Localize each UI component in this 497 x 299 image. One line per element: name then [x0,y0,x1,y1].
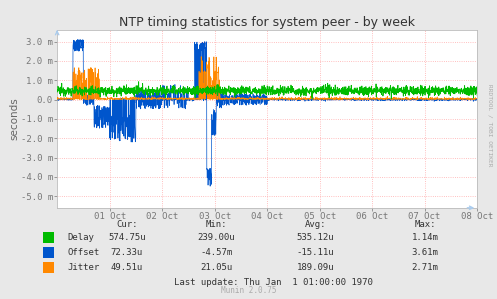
Text: Cur:: Cur: [116,220,138,229]
Title: NTP timing statistics for system peer - by week: NTP timing statistics for system peer - … [119,16,415,29]
Text: -4.57m: -4.57m [200,248,232,257]
Text: Delay: Delay [67,233,94,242]
Text: Munin 2.0.75: Munin 2.0.75 [221,286,276,295]
Text: 2.71m: 2.71m [412,263,438,272]
Text: 574.75u: 574.75u [108,233,146,242]
Text: 72.33u: 72.33u [111,248,143,257]
Text: 1.14m: 1.14m [412,233,438,242]
Text: 49.51u: 49.51u [111,263,143,272]
Text: Min:: Min: [205,220,227,229]
Text: 535.12u: 535.12u [297,233,334,242]
Text: Jitter: Jitter [67,263,99,272]
Text: 239.00u: 239.00u [197,233,235,242]
Text: Avg:: Avg: [305,220,327,229]
Text: 21.05u: 21.05u [200,263,232,272]
Text: Offset: Offset [67,248,99,257]
Text: Last update: Thu Jan  1 01:00:00 1970: Last update: Thu Jan 1 01:00:00 1970 [174,278,373,287]
Y-axis label: seconds: seconds [9,97,19,140]
Text: RRDTOOL / TOBI OETIKER: RRDTOOL / TOBI OETIKER [487,84,492,167]
Text: -15.11u: -15.11u [297,248,334,257]
Text: Max:: Max: [414,220,436,229]
Text: 3.61m: 3.61m [412,248,438,257]
Text: 189.09u: 189.09u [297,263,334,272]
